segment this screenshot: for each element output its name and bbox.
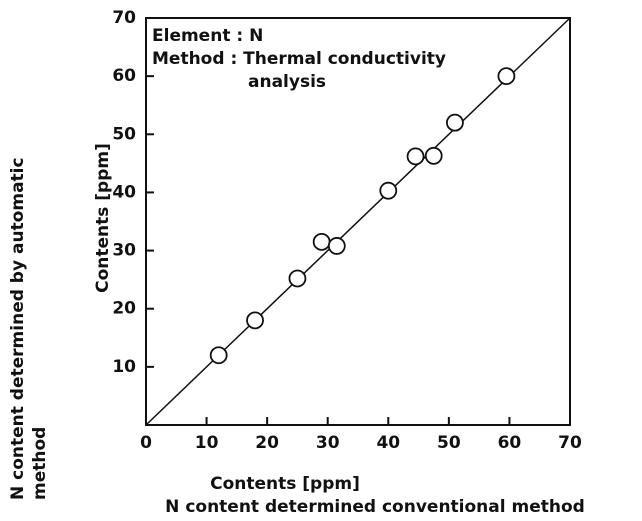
point [406, 147, 425, 166]
y-tick-label: 40 [112, 182, 136, 202]
y-tick-label: 20 [112, 299, 136, 319]
x-axis-label: Contents [ppm] [210, 474, 360, 494]
point [246, 311, 264, 330]
y-tick-label: 30 [112, 241, 136, 261]
y-axis-label: method [30, 427, 50, 500]
x-tick-label: 30 [316, 433, 340, 453]
x-tick-label: 20 [255, 433, 279, 453]
y-tick-label: 50 [112, 124, 136, 144]
x-tick-label: 0 [140, 433, 152, 453]
y-tick-label: 60 [112, 66, 136, 86]
annotation: Element : N [152, 26, 263, 46]
point [424, 146, 443, 165]
point [446, 113, 464, 132]
point [312, 232, 331, 251]
y-tick-label: 10 [112, 357, 136, 377]
y-axis-label: Contents [ppm] [93, 143, 113, 293]
point [288, 269, 307, 288]
plot-frame [145, 17, 571, 426]
x-tick-label: 40 [376, 433, 400, 453]
point [327, 237, 346, 255]
x-tick-label: 50 [437, 433, 461, 453]
point [209, 346, 228, 365]
y-axis-label: N content determined by automatic [8, 157, 28, 500]
point [497, 67, 516, 86]
annotation: analysis [248, 72, 326, 92]
x-tick-label: 10 [195, 433, 219, 453]
x-tick-label: 60 [498, 433, 522, 453]
x-tick-label: 70 [558, 433, 582, 453]
x-axis-label: N content determined conventional method [165, 497, 585, 517]
point [379, 181, 398, 200]
annotation: Method : Thermal conductivity [152, 49, 446, 69]
y-tick-label: 70 [112, 8, 136, 28]
